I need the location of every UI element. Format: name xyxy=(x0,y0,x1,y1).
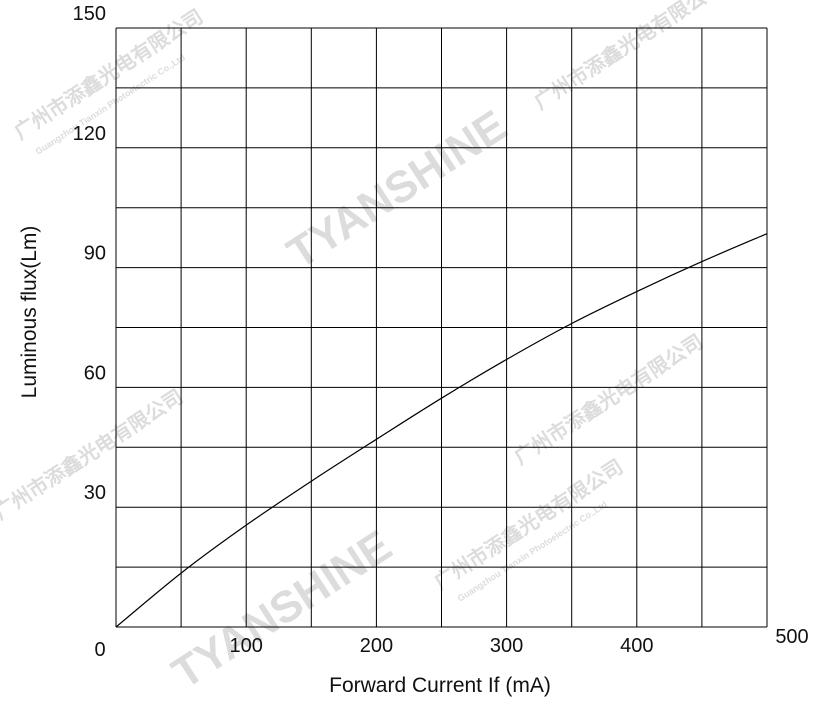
series-line xyxy=(115,233,768,628)
watermark-layer: TYANSHINE TYANSHINE 广州市添鑫光电有限公司 Guangzho… xyxy=(0,0,727,698)
x-tick-label: 0 xyxy=(94,639,105,661)
watermark-company: 广州市添鑫光电有限公司 xyxy=(10,4,208,144)
series-layer xyxy=(115,233,768,628)
y-tick-label: 60 xyxy=(84,362,106,384)
x-tick-label: 100 xyxy=(230,635,263,657)
watermark-brand: TYANSHINE xyxy=(279,101,516,278)
watermark-brand: TYANSHINE xyxy=(164,521,401,698)
tick-labels: 0 100 200 300 400 500 30 60 90 120 150 xyxy=(73,3,809,661)
y-tick-label: 90 xyxy=(84,243,106,265)
x-tick-label: 300 xyxy=(490,635,523,657)
watermark-company: 广州市添鑫光电有限公司 xyxy=(430,454,628,594)
y-tick-label: 120 xyxy=(73,123,106,145)
y-axis-label: Luminous flux(Lm) xyxy=(18,226,41,399)
x-axis-label: Forward Current If (mA) xyxy=(329,674,551,697)
x-tick-label: 500 xyxy=(775,626,808,648)
y-tick-label: 150 xyxy=(73,3,106,25)
grid xyxy=(115,27,768,628)
watermark-company: 广州市添鑫光电有限公司 xyxy=(510,329,708,469)
watermark-company: 广州市添鑫光电有限公司 xyxy=(530,0,728,114)
x-tick-label: 200 xyxy=(360,635,393,657)
y-tick-label: 30 xyxy=(84,482,106,504)
x-tick-label: 400 xyxy=(620,635,653,657)
